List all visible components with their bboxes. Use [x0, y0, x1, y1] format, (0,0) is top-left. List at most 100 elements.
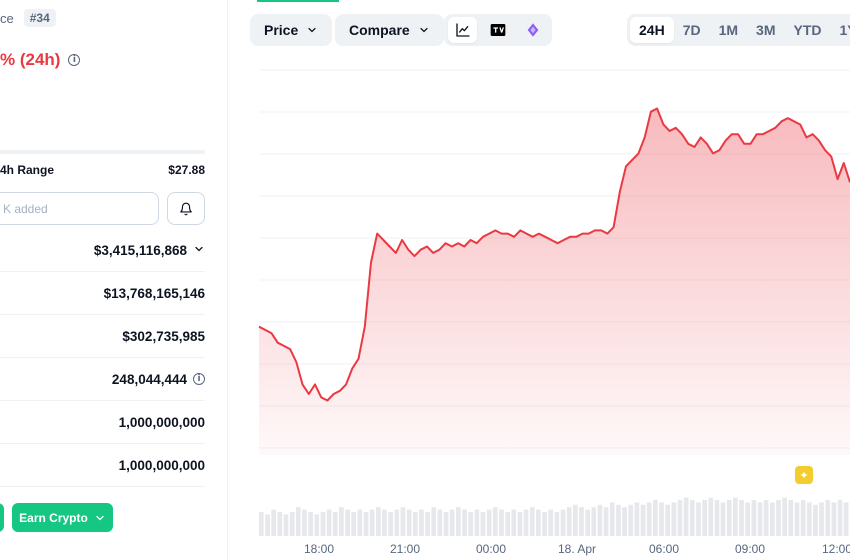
- volume-bar: [345, 509, 350, 536]
- volume-bar: [468, 512, 473, 536]
- coin-stats-panel: ce #34 % (24h) i 4h Range $27.88 K added…: [0, 0, 228, 560]
- stats-list: $3,415,116,868 $13,768,165,146 $302,735,…: [0, 229, 205, 487]
- price-dropdown[interactable]: Price: [250, 14, 333, 46]
- volume-bar: [757, 502, 763, 536]
- compare-dropdown-label: Compare: [349, 22, 410, 38]
- volume-bar: [271, 509, 276, 536]
- volume-bar: [843, 502, 849, 536]
- x-tick-label: 18:00: [304, 542, 334, 556]
- volume-bar: [400, 507, 406, 536]
- price-range-row: 4h Range $27.88: [0, 163, 205, 177]
- volume-bar: [560, 509, 566, 536]
- buy-button[interactable]: [0, 503, 4, 532]
- volume-bar: [517, 512, 523, 536]
- total-supply-value: 1,000,000,000: [118, 414, 205, 430]
- volume-bar: [763, 500, 769, 536]
- volume-bar: [308, 512, 313, 536]
- volume-bar: [819, 502, 824, 536]
- volume-bar: [634, 502, 640, 536]
- volume-bar: [671, 502, 677, 536]
- stat-row: 248,044,444 i: [0, 358, 205, 401]
- volume-bar: [665, 504, 670, 536]
- tradingview-tab[interactable]: [483, 17, 512, 43]
- stat-row: $3,415,116,868: [0, 229, 205, 272]
- price-dropdown-label: Price: [264, 22, 299, 38]
- volume-bar: [548, 509, 553, 536]
- chevron-down-icon[interactable]: [193, 243, 205, 258]
- volume-bar: [394, 509, 400, 536]
- volume-bar: [702, 500, 707, 536]
- volume-bar: [554, 512, 560, 536]
- volume-bar: [776, 500, 781, 536]
- stat-row: $302,735,985: [0, 315, 205, 358]
- volume-bar: [566, 507, 572, 536]
- tab-3m[interactable]: 3M: [756, 22, 776, 38]
- x-tick-label: 00:00: [476, 542, 506, 556]
- volume-bar: [499, 509, 504, 536]
- watchlist-button[interactable]: K added: [0, 192, 159, 225]
- volume-bar: [295, 507, 301, 536]
- volume-bar: [696, 502, 701, 536]
- stat-value: $302,735,985: [122, 328, 205, 344]
- volume-bar: [788, 500, 794, 536]
- volume-bar: [412, 512, 418, 536]
- tab-ytd[interactable]: YTD: [793, 22, 822, 38]
- volume-bar: [720, 502, 726, 536]
- volume-bar: [616, 504, 621, 536]
- volume-bar: [511, 509, 517, 536]
- x-axis: 18:00 21:00 00:00 18. Apr 06:00 09:00 12:00: [304, 542, 850, 556]
- volume-bar: [591, 507, 597, 536]
- volume-bar: [492, 507, 498, 536]
- tab-1y[interactable]: 1Y: [839, 22, 850, 38]
- volume-bar: [573, 504, 578, 536]
- volume-bar: [339, 507, 344, 536]
- volume-bar: [646, 502, 652, 536]
- volume-bar: [831, 502, 837, 536]
- volume-bar: [806, 502, 812, 536]
- earn-crypto-button[interactable]: Earn Crypto: [12, 503, 113, 532]
- volume-bar: [456, 507, 461, 536]
- volume-bar: [782, 497, 787, 536]
- volume-bar: [579, 507, 584, 536]
- volume-bar: [628, 504, 634, 536]
- volume-bar: [770, 502, 775, 536]
- ai-tab[interactable]: [519, 17, 548, 43]
- info-icon[interactable]: i: [193, 373, 205, 385]
- volume-bar: [437, 509, 443, 536]
- volume-bar: [800, 500, 806, 536]
- event-marker-icon[interactable]: ✦: [795, 466, 813, 484]
- compare-dropdown[interactable]: Compare: [335, 14, 444, 46]
- line-chart-icon: [455, 23, 470, 37]
- volume-bar: [825, 500, 831, 536]
- tab-24h[interactable]: 24H: [630, 17, 674, 43]
- earn-crypto-label: Earn Crypto: [19, 510, 88, 525]
- coin-header: ce #34: [0, 9, 56, 27]
- volume-bar: [474, 509, 480, 536]
- chart-type-toggle: [444, 14, 552, 46]
- info-icon[interactable]: i: [68, 54, 81, 66]
- volume-bar: [314, 514, 320, 536]
- volume-bar: [683, 497, 689, 536]
- volume-bar: [277, 512, 283, 536]
- volume-bar: [733, 497, 738, 536]
- range-label: 4h Range: [0, 163, 55, 177]
- volume-bar: [265, 514, 270, 536]
- bell-icon: [180, 202, 192, 215]
- price-alert-button[interactable]: [167, 192, 205, 225]
- volume-bar: [357, 509, 363, 536]
- volume-bar: [714, 500, 720, 536]
- volume-bar: [677, 500, 683, 536]
- line-chart-tab[interactable]: [448, 17, 478, 43]
- x-tick-label: 12:00: [822, 542, 850, 556]
- volume-bar: [326, 509, 332, 536]
- stat-value: $13,768,165,146: [103, 285, 205, 301]
- tab-1m[interactable]: 1M: [718, 22, 739, 38]
- volume-bar: [542, 512, 547, 536]
- tab-7d[interactable]: 7D: [682, 22, 701, 38]
- volume-bar: [320, 512, 326, 536]
- x-tick-label: 18. Apr: [558, 542, 596, 556]
- price-chart[interactable]: 18:00 21:00 00:00 18. Apr 06:00 09:00 12:00: [258, 60, 850, 560]
- volume-bar: [536, 509, 541, 536]
- ai-sparkle-icon: [527, 23, 539, 37]
- volume-bar: [480, 512, 486, 536]
